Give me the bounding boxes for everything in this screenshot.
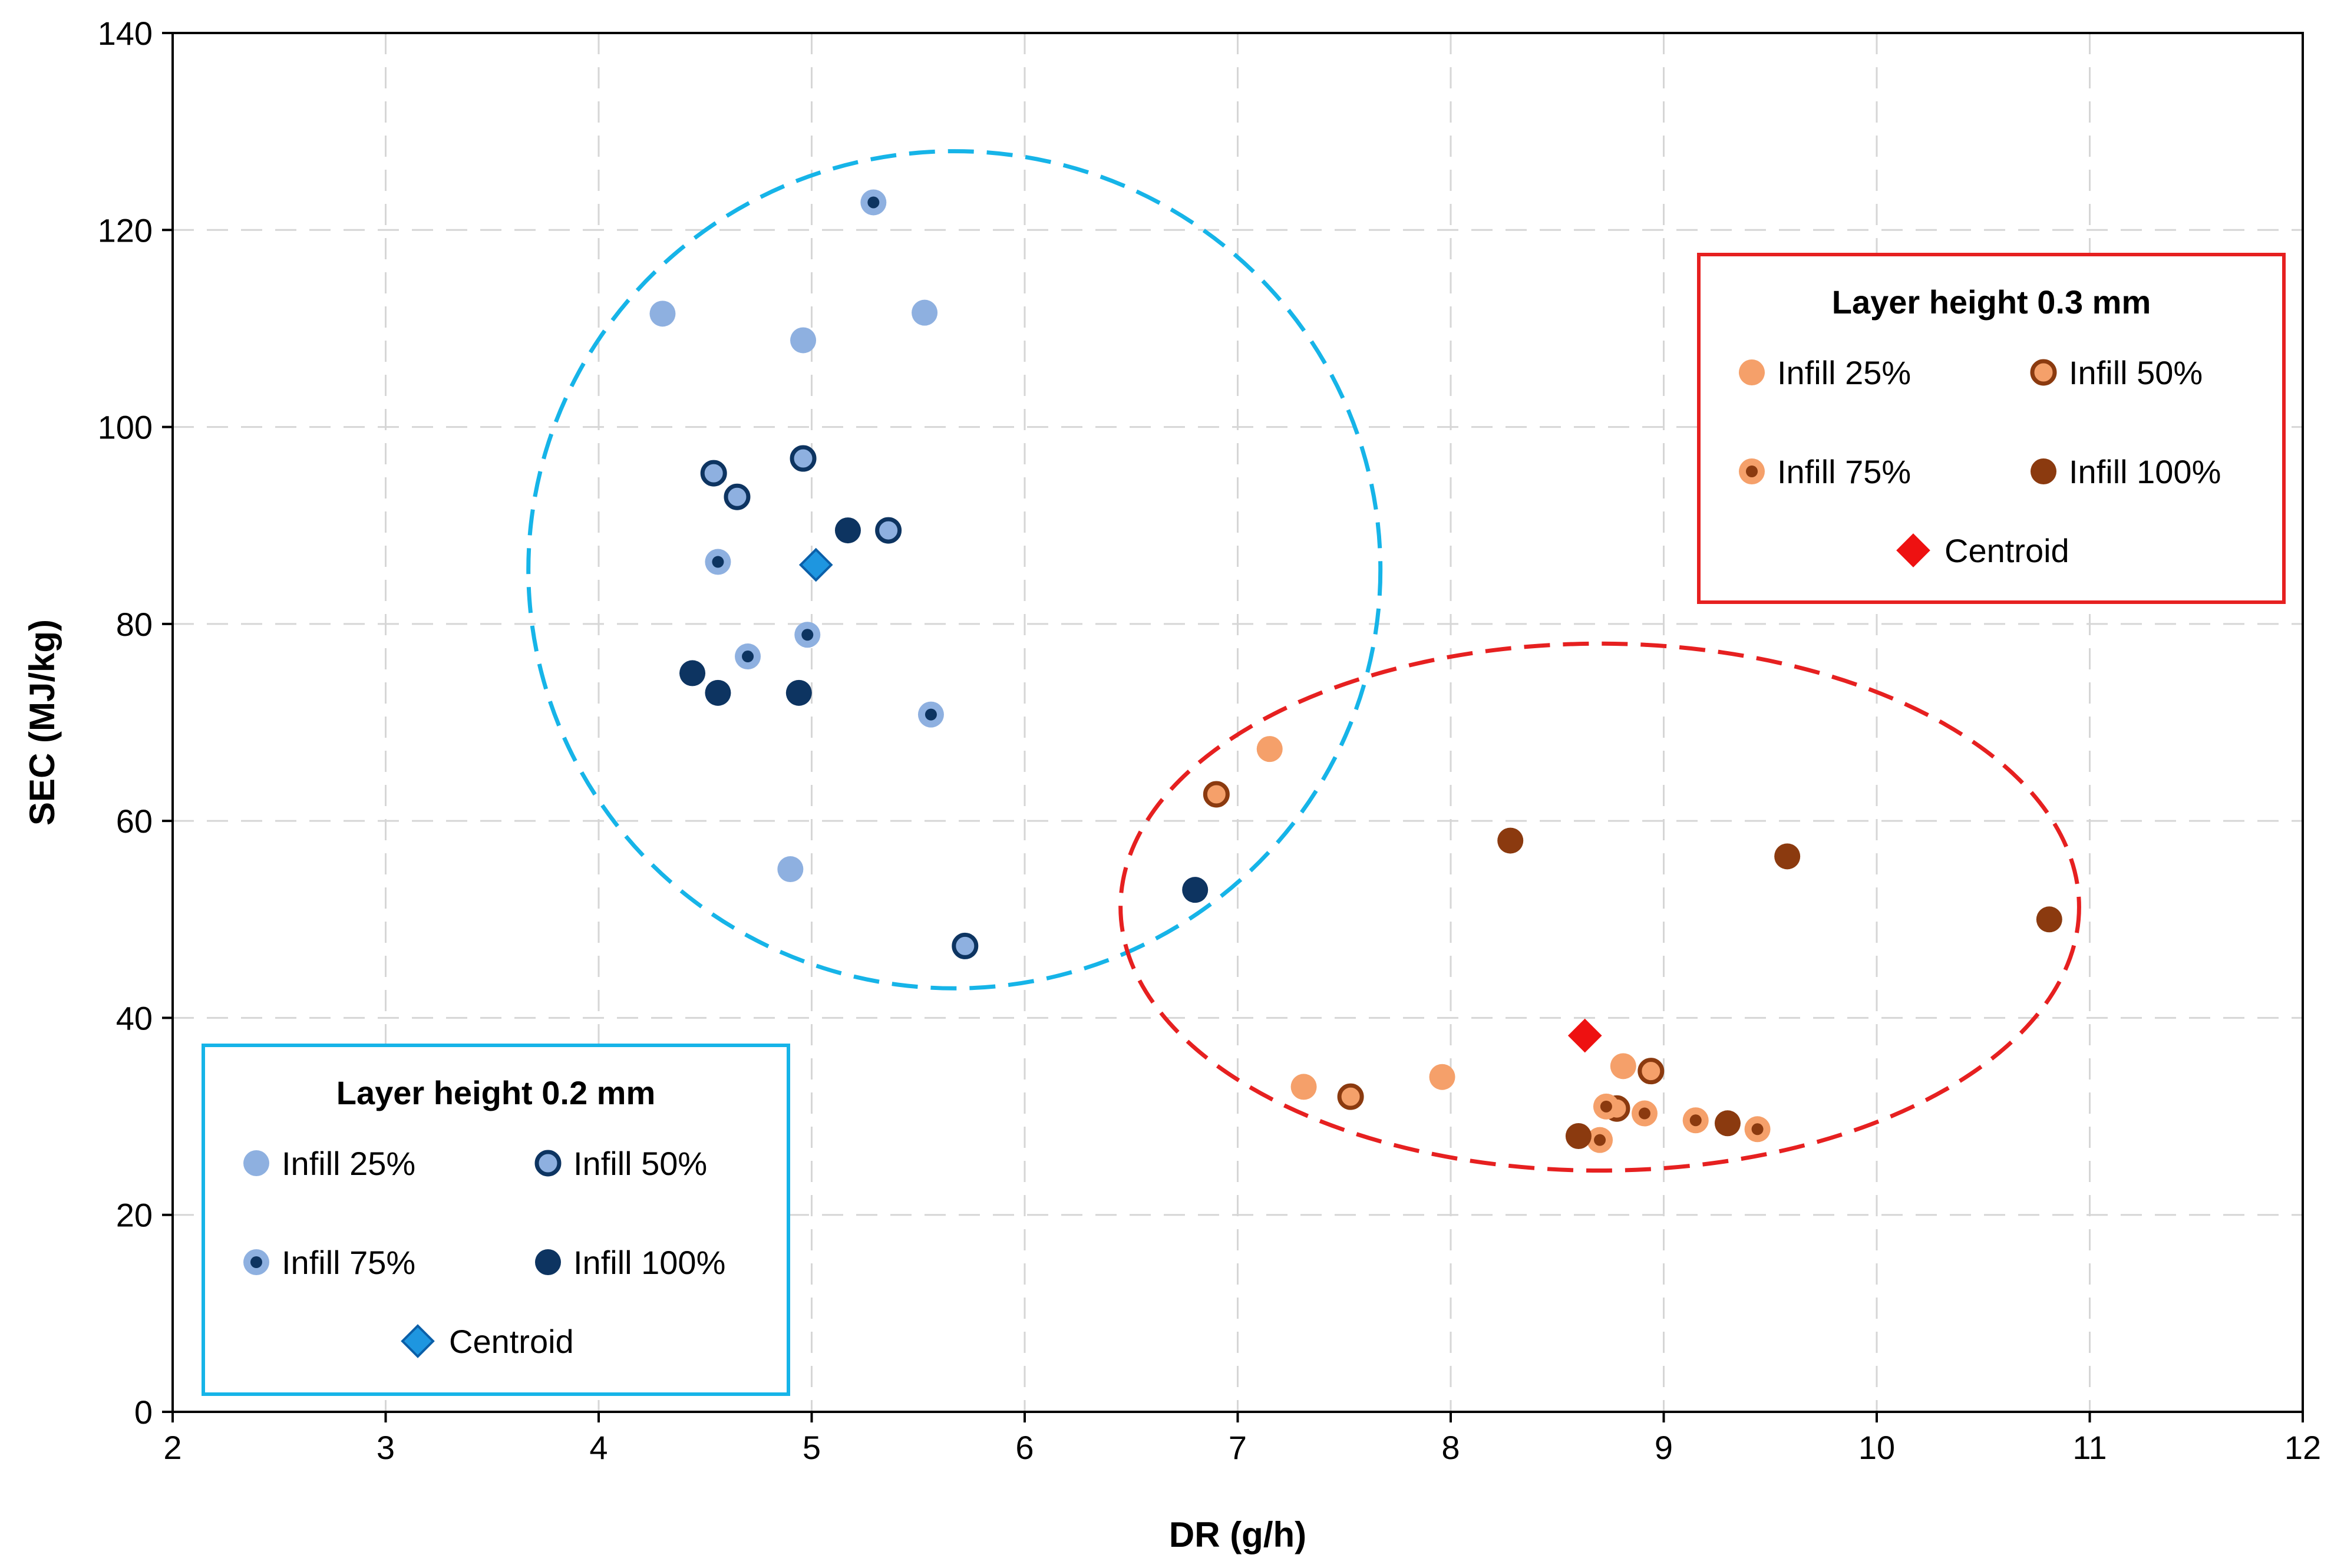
data-points — [649, 189, 2062, 1153]
cluster-ellipse-group-0 — [526, 149, 1383, 991]
point-g1-s0 — [1290, 1074, 1317, 1100]
cluster-ellipse-group-1 — [1118, 641, 2081, 1173]
legend-entry-infill-100: Infill 100% — [2069, 453, 2221, 490]
x-tick-label: 8 — [1441, 1429, 1460, 1466]
legend-entry-infill-50: Infill 50% — [573, 1145, 707, 1182]
point-g1-s3 — [1565, 1123, 1592, 1149]
legend-layer-0-2mm: Layer height 0.2 mm Infill 25% Infill 50… — [202, 1044, 790, 1396]
legend-markers — [1739, 359, 2057, 567]
point-g1-s1 — [1203, 781, 1230, 808]
point-g0-s1 — [875, 517, 902, 544]
point-g0-s1 — [724, 483, 751, 510]
legend-marker-2 — [243, 1249, 269, 1275]
point-g0-s2 — [860, 189, 887, 216]
point-g0-s2 — [917, 701, 944, 728]
centroid-marker-g0 — [798, 547, 833, 582]
legend-entry-centroid: Centroid — [449, 1323, 574, 1360]
point-g1-s2 — [1744, 1116, 1771, 1143]
x-tick-label: 11 — [2072, 1429, 2107, 1466]
point-g1-s2 — [1593, 1093, 1619, 1120]
point-g0-s3 — [785, 679, 812, 706]
x-tick-label: 6 — [1015, 1429, 1034, 1466]
legend-entry-infill-25: Infill 25% — [282, 1145, 415, 1182]
point-g1-s0 — [1610, 1053, 1636, 1080]
y-tick-label: 0 — [134, 1394, 153, 1431]
point-g0-s3 — [834, 517, 861, 544]
y-tick-label: 40 — [116, 999, 153, 1036]
point-g0-s0 — [790, 327, 817, 354]
legend-entry-infill-75: Infill 75% — [1777, 453, 1911, 490]
legend-entry-infill-50: Infill 50% — [2069, 354, 2203, 391]
point-g1-s1 — [1638, 1058, 1665, 1085]
x-axis-title: DR (g/h) — [1169, 1515, 1306, 1554]
x-tick-label: 5 — [803, 1429, 821, 1466]
point-g0-s3 — [705, 679, 731, 706]
x-tick-label: 10 — [1858, 1429, 1895, 1466]
legend-marker-2 — [1739, 458, 1765, 484]
point-g0-s1 — [700, 460, 727, 487]
legend-centroid-marker — [1896, 533, 1930, 567]
legend-entry-centroid: Centroid — [1944, 532, 2069, 569]
y-tick-label: 80 — [116, 606, 153, 643]
point-g1-s2 — [1587, 1127, 1613, 1153]
y-tick-label: 20 — [116, 1197, 153, 1234]
point-g0-s3 — [1182, 877, 1209, 903]
legend-entry-infill-75: Infill 75% — [282, 1244, 415, 1281]
legend-box — [1697, 253, 2286, 604]
legend-marker-3 — [535, 1249, 561, 1275]
legend-title: Layer height 0.2 mm — [336, 1074, 656, 1111]
point-g0-s0 — [777, 856, 804, 883]
point-g0-s2 — [705, 549, 731, 575]
point-g0-s1 — [952, 932, 979, 959]
legend-entry-infill-100: Infill 100% — [573, 1244, 725, 1281]
point-g1-s3 — [2036, 906, 2062, 933]
point-g1-s2 — [1631, 1100, 1658, 1127]
legend-marker-1 — [2030, 359, 2057, 386]
x-tick-label: 2 — [163, 1429, 181, 1466]
point-g0-s2 — [794, 622, 821, 648]
legend-layer-0-3mm: Layer height 0.3 mm Infill 25% Infill 50… — [1697, 253, 2286, 604]
legend-title: Layer height 0.3 mm — [1832, 283, 2151, 321]
x-tick-label: 7 — [1229, 1429, 1247, 1466]
x-tick-label: 9 — [1655, 1429, 1673, 1466]
legend-marker-3 — [2031, 458, 2056, 484]
x-tick-label: 3 — [377, 1429, 395, 1466]
point-g1-s2 — [1682, 1107, 1709, 1134]
y-tick-label: 60 — [116, 803, 153, 840]
legend-box — [202, 1044, 790, 1396]
y-tick-label: 100 — [98, 409, 153, 446]
legend-entry-infill-25: Infill 25% — [1777, 354, 1911, 391]
x-tick-label: 4 — [589, 1429, 608, 1466]
legend-marker-0 — [243, 1150, 269, 1176]
y-tick-label: 120 — [98, 212, 153, 249]
x-tick-label: 12 — [2284, 1429, 2321, 1466]
legend-marker-1 — [534, 1150, 562, 1177]
point-g0-s0 — [649, 301, 676, 327]
point-g1-s0 — [1429, 1064, 1455, 1090]
y-tick-label: 140 — [98, 15, 153, 52]
point-g0-s1 — [790, 445, 817, 472]
legend-centroid-marker — [401, 1324, 435, 1358]
point-g1-s0 — [1256, 736, 1283, 762]
legend-marker-0 — [1739, 359, 1765, 385]
point-g0-s2 — [735, 643, 761, 670]
point-g1-s3 — [1714, 1110, 1741, 1137]
y-axis-title: SEC (MJ/kg) — [22, 619, 62, 826]
centroid-marker-g1 — [1567, 1018, 1602, 1053]
point-g0-s0 — [912, 299, 938, 326]
point-g0-s3 — [679, 660, 706, 686]
point-g1-s3 — [1774, 843, 1801, 870]
point-g1-s3 — [1497, 827, 1524, 854]
cluster-ellipses — [526, 149, 2081, 1173]
point-g1-s1 — [1337, 1083, 1364, 1110]
legend-markers — [243, 1150, 562, 1358]
